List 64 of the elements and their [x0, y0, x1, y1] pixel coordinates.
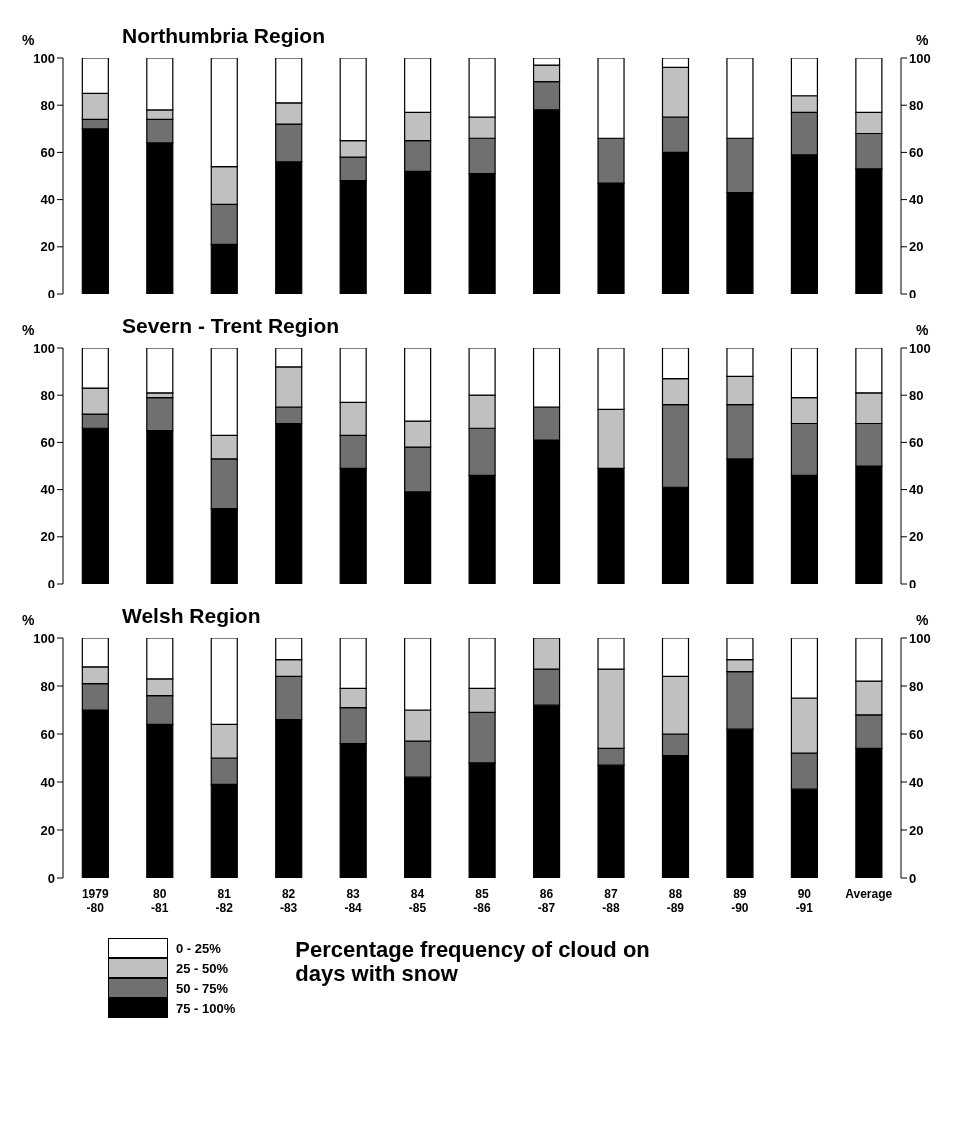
- y-tick-label: 60: [40, 435, 55, 451]
- x-tick-label: 89 -90: [731, 887, 749, 915]
- y-tick-label: 40: [40, 482, 55, 498]
- y-tick-label: 100: [33, 630, 55, 646]
- x-tick-label: 87 -88: [602, 887, 620, 915]
- y2-tick-label: 40: [909, 774, 924, 790]
- y2-tick-label: 0: [909, 286, 917, 302]
- y-tick-label: 0: [47, 870, 55, 886]
- y-axis-title: %: [21, 612, 36, 628]
- legend-label: 25 - 50%: [176, 960, 229, 976]
- y2-tick-label: 20: [909, 529, 924, 545]
- y2-tick-label: 80: [909, 387, 924, 403]
- chart-title: Severn - Trent Region: [121, 314, 341, 338]
- y-tick-label: 20: [40, 822, 55, 838]
- x-tick-label: 88 -89: [666, 887, 685, 915]
- bar: [146, 348, 174, 394]
- x-tick-label: 81 -82: [215, 887, 234, 915]
- y-tick-label: 20: [40, 529, 55, 545]
- y2-tick-label: 100: [909, 630, 931, 646]
- y2-tick-label: 60: [909, 726, 924, 742]
- y-tick-label: 0: [47, 286, 55, 302]
- y2-axis-title: %: [916, 612, 930, 628]
- y-tick-label: 40: [40, 192, 55, 208]
- y2-axis-title: %: [916, 32, 930, 48]
- y-axis-title: %: [21, 322, 36, 338]
- y2-tick-label: 60: [909, 145, 924, 161]
- y-tick-label: 100: [33, 340, 55, 356]
- y-tick-label: 60: [40, 145, 55, 161]
- x-tick-label: 84 -85: [408, 887, 427, 915]
- y-tick-label: 80: [40, 387, 55, 403]
- x-tick-label: 90 -91: [795, 887, 814, 915]
- x-tick-label: 82 -83: [279, 887, 298, 915]
- x-tick-label: 80 -81: [151, 887, 169, 915]
- y-tick-label: 80: [40, 97, 55, 113]
- y2-tick-label: 100: [909, 340, 931, 356]
- y2-tick-label: 40: [909, 192, 924, 208]
- x-tick-label: Average: [845, 887, 893, 901]
- y-tick-label: 60: [40, 726, 55, 742]
- x-tick-label: 1979 -80: [81, 887, 109, 915]
- y2-tick-label: 100: [909, 50, 931, 66]
- legend-label: 75 - 100%: [176, 1000, 236, 1016]
- y2-tick-label: 0: [909, 576, 917, 592]
- y-tick-label: 20: [40, 239, 55, 255]
- y2-tick-label: 20: [909, 239, 924, 255]
- y2-tick-label: 60: [909, 435, 924, 451]
- y2-axis-title: %: [916, 322, 930, 338]
- chart-title: Northumbria Region: [121, 24, 326, 48]
- x-tick-label: 86 -87: [537, 887, 556, 915]
- y-tick-label: 40: [40, 774, 55, 790]
- y-tick-label: 80: [40, 678, 55, 694]
- text: Percentage frequency of cloud on days with snow: [295, 937, 651, 988]
- legend-label: 0 - 25%: [176, 940, 221, 956]
- y2-tick-label: 40: [909, 482, 924, 498]
- legend-label: 50 - 75%: [176, 980, 229, 996]
- chart-title: Welsh Region: [121, 604, 262, 628]
- y-tick-label: 100: [33, 50, 55, 66]
- y-axis-title: %: [21, 32, 36, 48]
- y2-tick-label: 80: [909, 678, 924, 694]
- y-tick-label: 0: [47, 576, 55, 592]
- y2-tick-label: 0: [909, 870, 917, 886]
- y2-tick-label: 20: [909, 822, 924, 838]
- x-tick-label: 83 -84: [344, 887, 363, 915]
- x-tick-label: 85 -86: [473, 887, 491, 915]
- y2-tick-label: 80: [909, 97, 924, 113]
